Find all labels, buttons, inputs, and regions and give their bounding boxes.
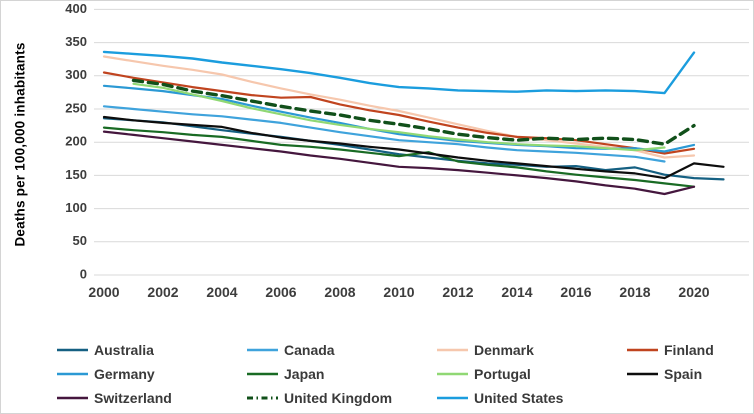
legend-label: United Kingdom — [284, 390, 393, 406]
x-tick-label: 2000 — [88, 284, 119, 300]
legend-label: Spain — [664, 366, 703, 382]
legend-item-denmark: Denmark — [436, 342, 626, 358]
y-tick-label: 0 — [80, 266, 87, 281]
x-tick-label: 2002 — [147, 284, 178, 300]
x-tick-label: 2020 — [678, 284, 709, 300]
legend-swatch-line — [437, 348, 468, 352]
series-line-united-kingdom — [131, 78, 696, 146]
legend-swatch-line — [437, 396, 468, 400]
x-tick-label: 2008 — [324, 284, 355, 300]
legend-item-spain: Spain — [626, 366, 753, 382]
x-tick-label: 2006 — [265, 284, 296, 300]
y-tick-label: 200 — [65, 134, 87, 149]
y-tick-label: 100 — [65, 200, 87, 215]
series-line-finland — [102, 71, 696, 155]
x-tick-label: 2018 — [619, 284, 650, 300]
legend-swatch-line — [247, 372, 278, 376]
series-line-portugal — [132, 82, 666, 152]
series-line-australia — [102, 117, 725, 181]
legend-item-canada: Canada — [246, 342, 436, 358]
y-tick-label: 250 — [65, 100, 87, 115]
y-tick-label: 50 — [73, 233, 87, 248]
x-tick-label: 2014 — [501, 284, 532, 300]
legend-swatch-line — [57, 396, 88, 400]
legend-item-finland: Finland — [626, 342, 753, 358]
legend-item-portugal: Portugal — [436, 366, 626, 382]
x-tick-label: 2016 — [560, 284, 591, 300]
y-tick-label: 300 — [65, 67, 87, 82]
x-tick-label: 2012 — [442, 284, 473, 300]
legend-label: Switzerland — [94, 390, 172, 406]
legend-label: United States — [474, 390, 564, 406]
x-tick-label: 2010 — [383, 284, 414, 300]
series-line-denmark — [102, 55, 696, 159]
legend-label: Canada — [284, 342, 335, 358]
legend-swatch-line — [437, 372, 468, 376]
legend-item-united-kingdom: United Kingdom — [246, 390, 436, 406]
series-line-canada — [102, 105, 666, 163]
x-tick-label: 2004 — [206, 284, 237, 300]
legend-label: Australia — [94, 342, 154, 358]
series-line-japan — [102, 126, 696, 188]
legend-swatch-line — [627, 348, 658, 352]
legend-label: Finland — [664, 342, 714, 358]
series-line-switzerland — [102, 130, 696, 196]
chart-legend: Australia Canada Denmark Finland Germany Japa… — [56, 342, 753, 406]
legend-item-switzerland: Switzerland — [56, 390, 246, 406]
legend-label: Germany — [94, 366, 155, 382]
legend-item-japan: Japan — [246, 366, 436, 382]
legend-swatch-line — [247, 396, 278, 400]
legend-label: Japan — [284, 366, 325, 382]
y-tick-label: 400 — [65, 1, 87, 16]
y-axis-title: Deaths per 100,000 inhabitants — [12, 42, 28, 247]
y-tick-label: 350 — [65, 34, 87, 49]
y-tick-label: 150 — [65, 167, 87, 182]
legend-label: Denmark — [474, 342, 534, 358]
series-line-spain — [102, 115, 725, 180]
legend-swatch-line — [627, 372, 658, 376]
legend-swatch-line — [57, 348, 88, 352]
legend-item-australia: Australia — [56, 342, 246, 358]
legend-swatch-line — [57, 372, 88, 376]
series-line-united-states — [102, 50, 696, 95]
legend-item-united-states: United States — [436, 390, 626, 406]
legend-item-germany: Germany — [56, 366, 246, 382]
legend-swatch-line — [247, 348, 278, 352]
legend-label: Portugal — [474, 366, 531, 382]
